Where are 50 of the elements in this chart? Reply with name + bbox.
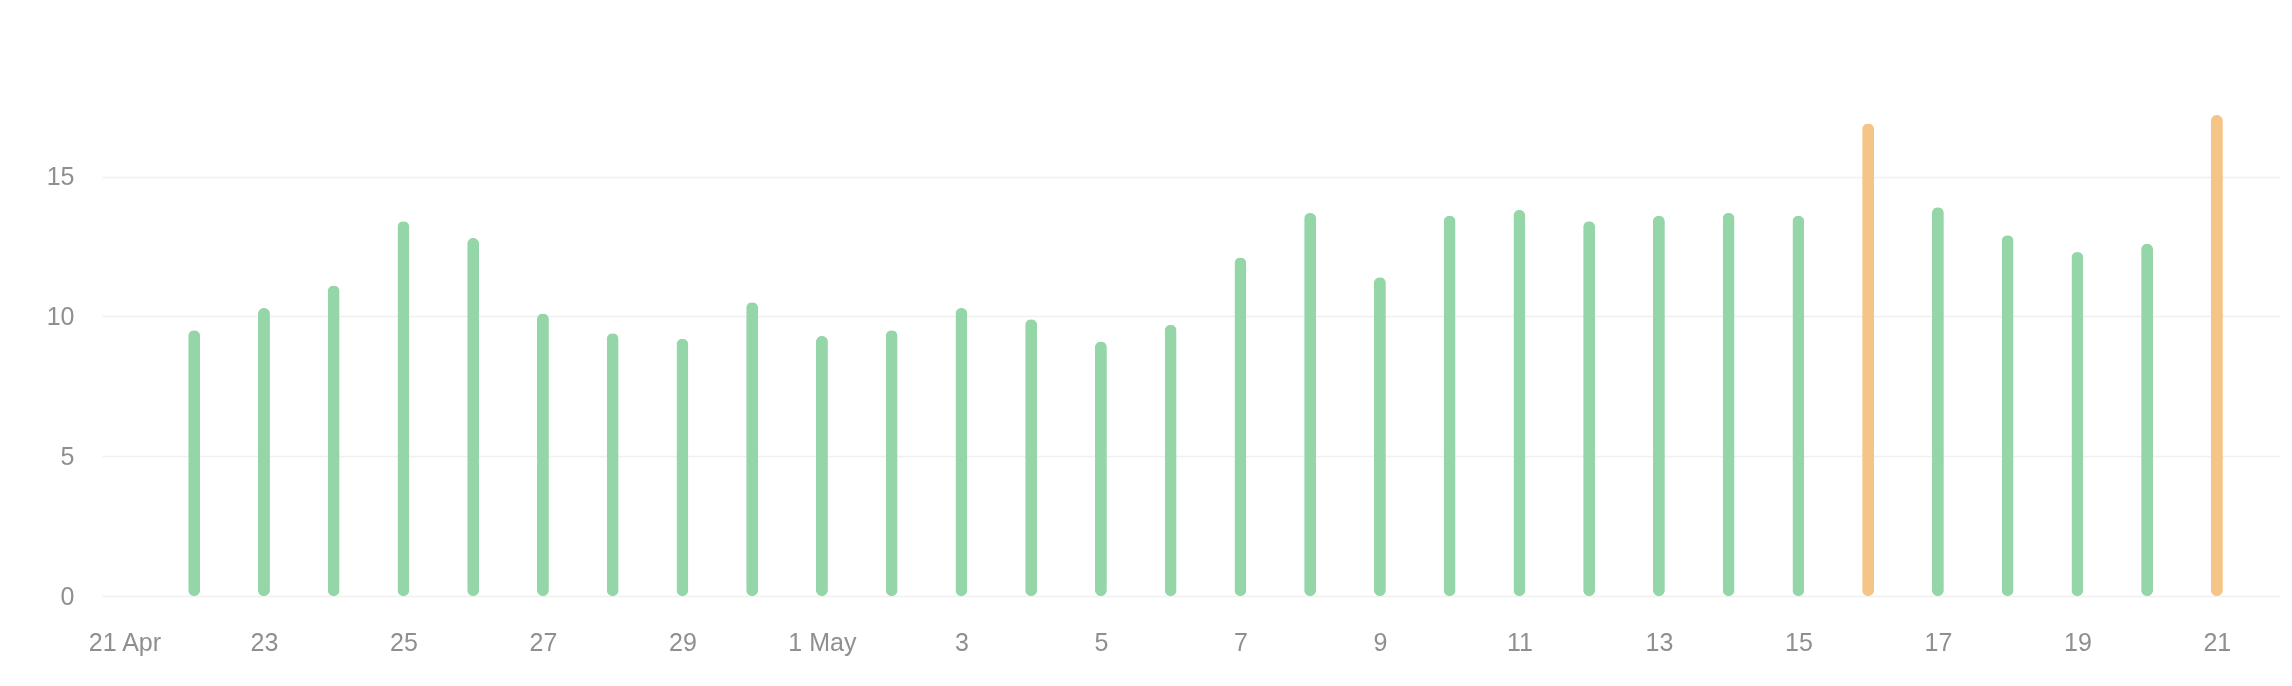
y-tick-label: 10 xyxy=(46,301,75,330)
bar xyxy=(257,307,270,596)
x-tick-label: 17 xyxy=(1924,627,1953,656)
bar xyxy=(955,307,968,596)
bar xyxy=(815,335,828,596)
bar xyxy=(1094,341,1107,596)
x-tick-label: 21 Apr xyxy=(88,627,162,656)
bar xyxy=(1513,210,1526,596)
y-tick-label: 15 xyxy=(46,162,75,191)
y-tick-label: 5 xyxy=(60,441,75,470)
bar xyxy=(467,238,480,596)
x-tick-label: 21 xyxy=(2203,627,2232,656)
bar xyxy=(2001,235,2014,596)
bar xyxy=(536,313,549,596)
bar xyxy=(1583,221,1596,596)
bar xyxy=(397,221,410,596)
bar xyxy=(1025,319,1038,596)
x-tick-label: 29 xyxy=(669,627,697,656)
x-tick-label: 23 xyxy=(250,627,279,656)
bar xyxy=(1931,207,1944,596)
x-tick-label: 5 xyxy=(1094,627,1109,656)
x-tick-label: 3 xyxy=(954,627,969,656)
x-tick-label: 25 xyxy=(390,627,418,656)
bar xyxy=(2210,115,2223,596)
bar xyxy=(1164,324,1177,596)
bar xyxy=(2071,252,2084,596)
x-tick-label: 11 xyxy=(1506,627,1533,656)
x-tick-label: 19 xyxy=(2063,627,2092,656)
y-tick-label: 0 xyxy=(60,581,75,610)
bar xyxy=(1792,215,1805,596)
bar xyxy=(2141,243,2154,596)
bar xyxy=(1862,123,1875,596)
bar xyxy=(1234,257,1247,596)
bar xyxy=(1443,215,1456,596)
bar xyxy=(1373,277,1386,596)
bar xyxy=(1304,212,1317,596)
bar xyxy=(1722,212,1735,596)
x-tick-label: 1 May xyxy=(788,627,857,656)
bar xyxy=(1652,215,1665,596)
x-tick-label: 15 xyxy=(1784,627,1813,656)
x-tick-label: 9 xyxy=(1373,627,1388,656)
bar xyxy=(676,338,689,596)
bar xyxy=(327,285,340,596)
x-tick-label: 27 xyxy=(529,627,558,656)
x-tick-label: 13 xyxy=(1645,627,1674,656)
bar xyxy=(606,333,619,596)
x-tick-label: 7 xyxy=(1233,627,1248,656)
bar xyxy=(188,330,201,596)
bar xyxy=(885,330,898,596)
bar xyxy=(746,302,759,596)
